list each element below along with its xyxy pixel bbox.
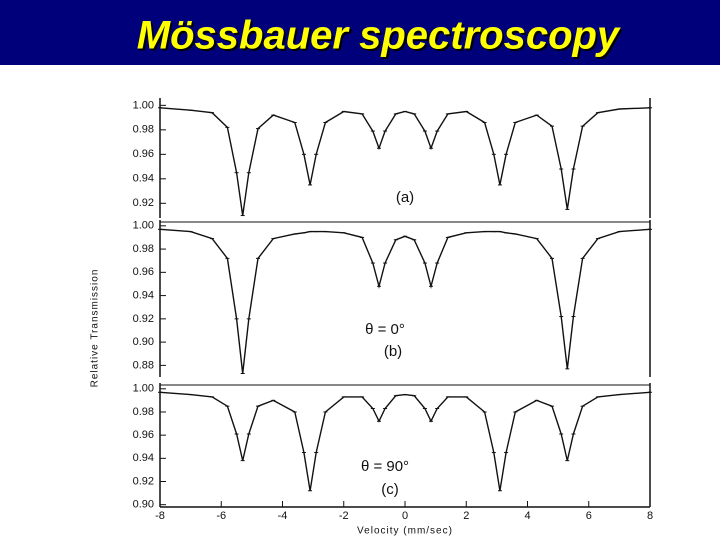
y-tick-label: 0.94: [133, 289, 154, 301]
y-tick-label: 0.98: [133, 243, 154, 255]
x-axis-label: Velocity (mm/sec): [357, 526, 453, 537]
y-tick-label: 0.94: [133, 452, 154, 464]
x-tick-label: 4: [524, 510, 530, 522]
x-tick-label: -2: [339, 510, 349, 522]
y-tick-label: 0.90: [133, 336, 154, 348]
y-tick-label: 0.92: [133, 475, 154, 487]
title-bar: [0, 0, 720, 65]
y-tick-label: 0.96: [133, 429, 154, 441]
x-tick-label: -4: [278, 510, 288, 522]
y-tick-label: 0.96: [133, 148, 154, 160]
y-tick-label: 0.96: [133, 266, 154, 278]
annotation: (b): [384, 343, 402, 360]
y-tick-label: 0.98: [133, 124, 154, 136]
spectrum-line: [159, 228, 651, 374]
y-tick-label: 1.00: [133, 383, 154, 395]
y-tick-label: 0.94: [133, 173, 154, 185]
y-axis-label: Relative Transmission: [90, 269, 101, 388]
annotation: θ = 0°: [365, 321, 405, 338]
x-tick-label: 8: [647, 510, 653, 522]
x-tick-label: 0: [402, 510, 408, 522]
title: Mössbauer spectroscopy: [137, 14, 621, 58]
x-tick-label: 6: [586, 510, 592, 522]
y-tick-label: 1.00: [133, 220, 154, 232]
y-tick-label: 0.88: [133, 359, 154, 371]
x-tick-label: -8: [155, 510, 165, 522]
y-tick-label: 0.92: [133, 197, 154, 209]
x-tick-label: -6: [216, 510, 226, 522]
y-tick-label: 1.00: [133, 99, 154, 111]
y-tick-label: 0.92: [133, 313, 154, 325]
annotation: (c): [381, 481, 399, 498]
y-tick-label: 0.90: [133, 499, 154, 511]
x-tick-label: 2: [463, 510, 469, 522]
spectrum-line: [159, 391, 651, 491]
annotation: θ = 90°: [361, 458, 409, 475]
title-shadow: Mössbauer spectroscopy: [139, 16, 623, 60]
y-tick-label: 0.98: [133, 406, 154, 418]
annotation: (a): [396, 189, 414, 206]
